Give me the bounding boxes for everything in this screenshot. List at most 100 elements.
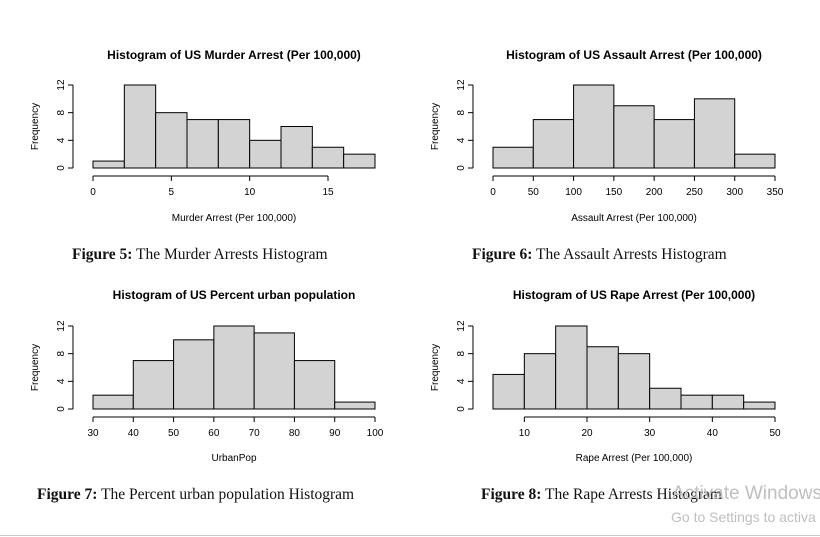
chart-2-bar (693, 98, 736, 169)
chart-2-x-tick-label: 50 (528, 187, 540, 198)
chart-2-y-tick-label: 12 (456, 79, 467, 91)
chart-1-bar (186, 119, 219, 169)
chart-4-bar (555, 325, 588, 410)
chart-4-y-tick-label: 12 (456, 320, 467, 332)
chart-3-bar (173, 339, 215, 410)
chart-4-bar (711, 394, 745, 410)
chart-4-y-tick-label: 4 (456, 378, 467, 384)
chart-4-x-tick-label: 40 (707, 428, 719, 439)
activate-windows-watermark: Activate Windows (672, 483, 820, 504)
figure-5-caption: Figure 5: The Murder Arrests Histogram (72, 246, 328, 264)
chart-1-bar (92, 160, 125, 169)
figure-8-label: Figure 8: (481, 486, 542, 503)
chart-4-bar (743, 401, 776, 410)
chart-3-x-tick-label: 100 (367, 428, 384, 439)
chart-3-bar (213, 325, 255, 410)
chart-1-bar (311, 146, 345, 169)
chart-3-y-label: Frequency (30, 344, 41, 391)
chart-2-x-tick-label: 150 (606, 187, 623, 198)
figure-5-text: The Murder Arrests Histogram (132, 246, 328, 263)
chart-4-x-tick-label: 10 (519, 428, 531, 439)
chart-4-title: Histogram of US Rape Arrest (Per 100,000… (513, 288, 755, 302)
chart-3-bar (92, 394, 134, 410)
chart-4-x-label: Rape Arrest (Per 100,000) (576, 453, 693, 464)
chart-2-bar (613, 105, 655, 169)
chart-4-bar (586, 346, 619, 410)
chart-2-y-label: Frequency (430, 103, 441, 150)
chart-3-y-tick-label: 8 (56, 350, 67, 356)
chart-2-x-tick-label: 350 (767, 187, 784, 198)
figure-6-caption: Figure 6: The Assault Arrests Histogram (472, 246, 727, 264)
chart-1-x-label: Murder Arrest (Per 100,000) (172, 213, 297, 224)
chart-1-title: Histogram of US Murder Arrest (Per 100,0… (107, 48, 361, 62)
chart-4-bar (649, 387, 682, 410)
chart-2-bar (734, 153, 776, 169)
figure-7-text: The Percent urban population Histogram (97, 486, 355, 503)
chart-1-bar (343, 153, 376, 169)
chart-4-bar (523, 353, 557, 410)
chart-3-x-tick-label: 90 (329, 428, 341, 439)
activate-windows-settings-hint: Go to Settings to activa (671, 509, 816, 525)
chart-2-x-tick-label: 200 (646, 187, 663, 198)
chart-4-y-label: Frequency (430, 344, 441, 391)
chart-3-bar (293, 360, 336, 410)
chart-4-bar (617, 353, 651, 410)
chart-3-bar (253, 332, 295, 410)
chart-3-bar (132, 360, 175, 410)
chart-1-bar (280, 126, 313, 169)
chart-2-title: Histogram of US Assault Arrest (Per 100,… (506, 48, 762, 62)
figure-5-label: Figure 5: (72, 246, 133, 263)
chart-3-y-tick-label: 12 (56, 320, 67, 332)
chart-3-x-tick-label: 60 (208, 428, 220, 439)
chart-1-y-tick-label: 12 (56, 79, 67, 91)
chart-4-x-tick-label: 50 (769, 428, 781, 439)
figure-6-label: Figure 6: (472, 246, 533, 263)
chart-3-x-tick-label: 40 (128, 428, 140, 439)
chart-4-bar (492, 373, 525, 410)
chart-3-x-label: UrbanPop (211, 453, 256, 464)
chart-4-y-tick-label: 8 (456, 350, 467, 356)
figure-8-text: The Rape Arrests Histogram (541, 486, 722, 503)
chart-3-y-tick-label: 4 (56, 378, 67, 384)
chart-1-x-tick-label: 0 (90, 187, 96, 198)
chart-1-x-tick-label: 15 (322, 187, 334, 198)
chart-1-bar (155, 112, 188, 169)
chart-2-bar (532, 119, 575, 169)
chart-2-x-tick-label: 100 (565, 187, 582, 198)
chart-2-bar (653, 119, 695, 169)
chart-2-x-tick-label: 250 (686, 187, 703, 198)
chart-4-x-tick-label: 30 (644, 428, 656, 439)
chart-1-x-tick-label: 10 (244, 187, 256, 198)
chart-2-bar (492, 146, 534, 169)
figure-7-label: Figure 7: (37, 486, 98, 503)
figure-6-text: The Assault Arrests Histogram (532, 246, 727, 263)
chart-3-title: Histogram of US Percent urban population (113, 288, 356, 302)
chart-2-y-tick-label: 8 (456, 109, 467, 115)
chart-1-x-tick-label: 5 (169, 187, 175, 198)
chart-1-bar (217, 119, 251, 169)
chart-1-y-tick-label: 0 (56, 165, 67, 171)
chart-4-bar (680, 394, 713, 410)
chart-2-y-tick-label: 4 (456, 137, 467, 143)
chart-1-y-label: Frequency (30, 103, 41, 150)
figure-8-caption: Figure 8: The Rape Arrests Histogram (481, 486, 722, 504)
chart-2-x-tick-label: 300 (726, 187, 743, 198)
chart-3-bar (334, 401, 376, 410)
chart-4-y-tick-label: 0 (456, 406, 467, 412)
chart-2-bar (573, 84, 615, 169)
bottom-divider (0, 535, 820, 536)
chart-3-x-tick-label: 50 (168, 428, 180, 439)
chart-2-x-label: Assault Arrest (Per 100,000) (571, 213, 697, 224)
chart-1-y-tick-label: 4 (56, 137, 67, 143)
chart-1-bar (123, 84, 157, 169)
chart-3-y-tick-label: 0 (56, 406, 67, 412)
figure-7-caption: Figure 7: The Percent urban population H… (37, 486, 354, 504)
chart-3-x-tick-label: 30 (87, 428, 99, 439)
chart-4-x-tick-label: 20 (581, 428, 593, 439)
chart-3-x-tick-label: 80 (289, 428, 301, 439)
chart-1-bar (249, 139, 282, 169)
chart-1-y-tick-label: 8 (56, 109, 67, 115)
chart-2-y-tick-label: 0 (456, 165, 467, 171)
chart-3-x-tick-label: 70 (249, 428, 261, 439)
